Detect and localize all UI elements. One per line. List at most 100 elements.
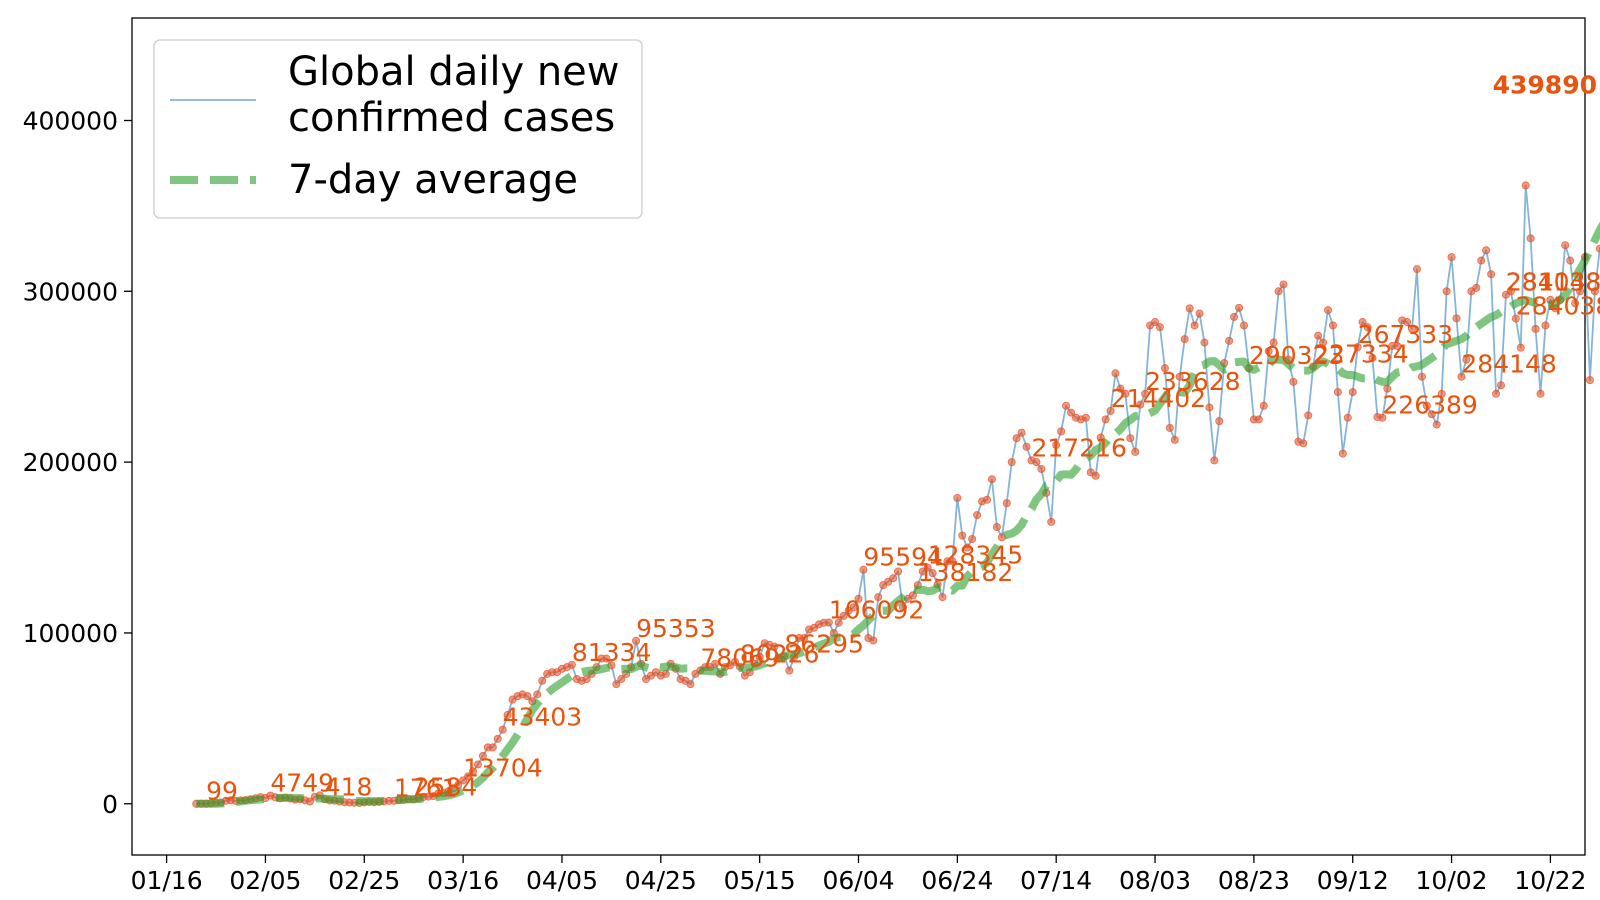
daily-point — [1338, 449, 1347, 458]
daily-point — [488, 743, 497, 752]
daily-point — [1403, 318, 1412, 327]
value-annotation: 418 — [325, 772, 373, 801]
x-tick-label: 01/16 — [131, 866, 203, 895]
daily-point — [1408, 324, 1417, 333]
value-annotation: 233628 — [1145, 367, 1240, 396]
y-tick-label: 300000 — [23, 277, 118, 306]
daily-point — [1348, 388, 1357, 397]
x-tick-label: 06/24 — [921, 866, 993, 895]
daily-point — [612, 680, 621, 689]
daily-point — [1333, 388, 1342, 397]
daily-point — [1205, 403, 1214, 412]
daily-point — [1590, 287, 1599, 296]
x-tick-label: 04/25 — [625, 866, 697, 895]
daily-point — [1165, 423, 1174, 432]
daily-point — [1378, 413, 1387, 422]
daily-point — [849, 603, 858, 612]
daily-point — [1235, 303, 1244, 312]
daily-point — [1393, 341, 1402, 350]
daily-point — [1190, 321, 1199, 330]
daily-point — [498, 725, 507, 734]
daily-point — [1185, 304, 1194, 313]
daily-point — [538, 676, 547, 685]
value-annotation: 86295 — [784, 629, 864, 658]
daily-point — [582, 675, 591, 684]
x-tick-label: 10/02 — [1416, 866, 1488, 895]
legend-box — [153, 39, 643, 219]
value-annotation: 81334 — [572, 638, 652, 667]
value-annotation: 128345 — [928, 541, 1023, 570]
daily-point — [1052, 441, 1061, 450]
daily-point — [469, 767, 478, 776]
x-tick-label: 07/14 — [1020, 866, 1092, 895]
legend-label-daily: Global daily new confirmed cases — [288, 49, 620, 141]
daily-point — [1452, 314, 1461, 323]
daily-point — [567, 660, 576, 669]
plot-area — [192, 181, 1600, 808]
daily-point — [1180, 335, 1189, 344]
x-tick-label: 08/03 — [1119, 866, 1191, 895]
daily-point — [1017, 428, 1026, 437]
daily-point — [983, 495, 992, 504]
daily-point — [894, 567, 903, 576]
daily-point — [992, 523, 1001, 532]
daily-point — [869, 636, 878, 645]
x-tick-label: 05/15 — [724, 866, 796, 895]
daily-point — [1032, 458, 1041, 467]
value-annotation: 226389 — [1382, 391, 1477, 420]
daily-point — [1358, 318, 1367, 327]
daily-point — [963, 543, 972, 552]
daily-point — [1319, 338, 1328, 347]
daily-point — [1422, 401, 1431, 410]
daily-point — [1141, 389, 1150, 398]
daily-point — [1561, 241, 1570, 250]
daily-point — [1215, 417, 1224, 426]
daily-point — [1155, 323, 1164, 332]
daily-point — [1447, 253, 1456, 262]
daily-point — [1324, 306, 1333, 315]
daily-point — [1225, 336, 1234, 345]
daily-point — [785, 666, 794, 675]
value-annotation: 106092 — [829, 596, 924, 625]
daily-point — [1254, 415, 1263, 424]
x-tick-label: 02/05 — [229, 866, 301, 895]
daily-point — [503, 710, 512, 719]
daily-point — [1299, 439, 1308, 448]
daily-point — [1516, 343, 1525, 352]
value-annotation: 284038 — [1506, 268, 1600, 297]
daily-point — [908, 591, 917, 600]
x-tick-label: 06/04 — [822, 866, 894, 895]
daily-point — [1462, 355, 1471, 364]
daily-point — [1482, 246, 1491, 255]
y-tick-label: 200000 — [23, 448, 118, 477]
daily-point — [770, 642, 779, 651]
daily-point — [1007, 458, 1016, 467]
daily-point — [1195, 309, 1204, 318]
daily-point — [1047, 517, 1056, 526]
daily-point — [464, 772, 473, 781]
daily-point — [1328, 321, 1337, 330]
daily-point — [973, 511, 982, 520]
daily-point — [1136, 400, 1145, 409]
value-annotation: 439890 — [1493, 71, 1597, 100]
daily-point — [948, 557, 957, 566]
daily-point — [305, 797, 314, 806]
daily-point — [1200, 338, 1209, 347]
daily-point — [1057, 427, 1066, 436]
daily-point — [523, 692, 532, 701]
daily-point — [1304, 411, 1313, 420]
daily-point — [1091, 471, 1100, 480]
daily-point — [1126, 434, 1135, 443]
daily-point — [1106, 406, 1115, 415]
daily-point — [1417, 372, 1426, 381]
daily-point — [1531, 324, 1540, 333]
daily-point — [1170, 435, 1179, 444]
daily-point — [1101, 415, 1110, 424]
daily-point — [1437, 389, 1446, 398]
y-tick-label: 100000 — [23, 619, 118, 648]
daily-point — [854, 594, 863, 603]
daily-point — [1506, 287, 1515, 296]
value-annotation: 138182 — [918, 558, 1013, 587]
value-annotation: 214402 — [1111, 384, 1206, 413]
